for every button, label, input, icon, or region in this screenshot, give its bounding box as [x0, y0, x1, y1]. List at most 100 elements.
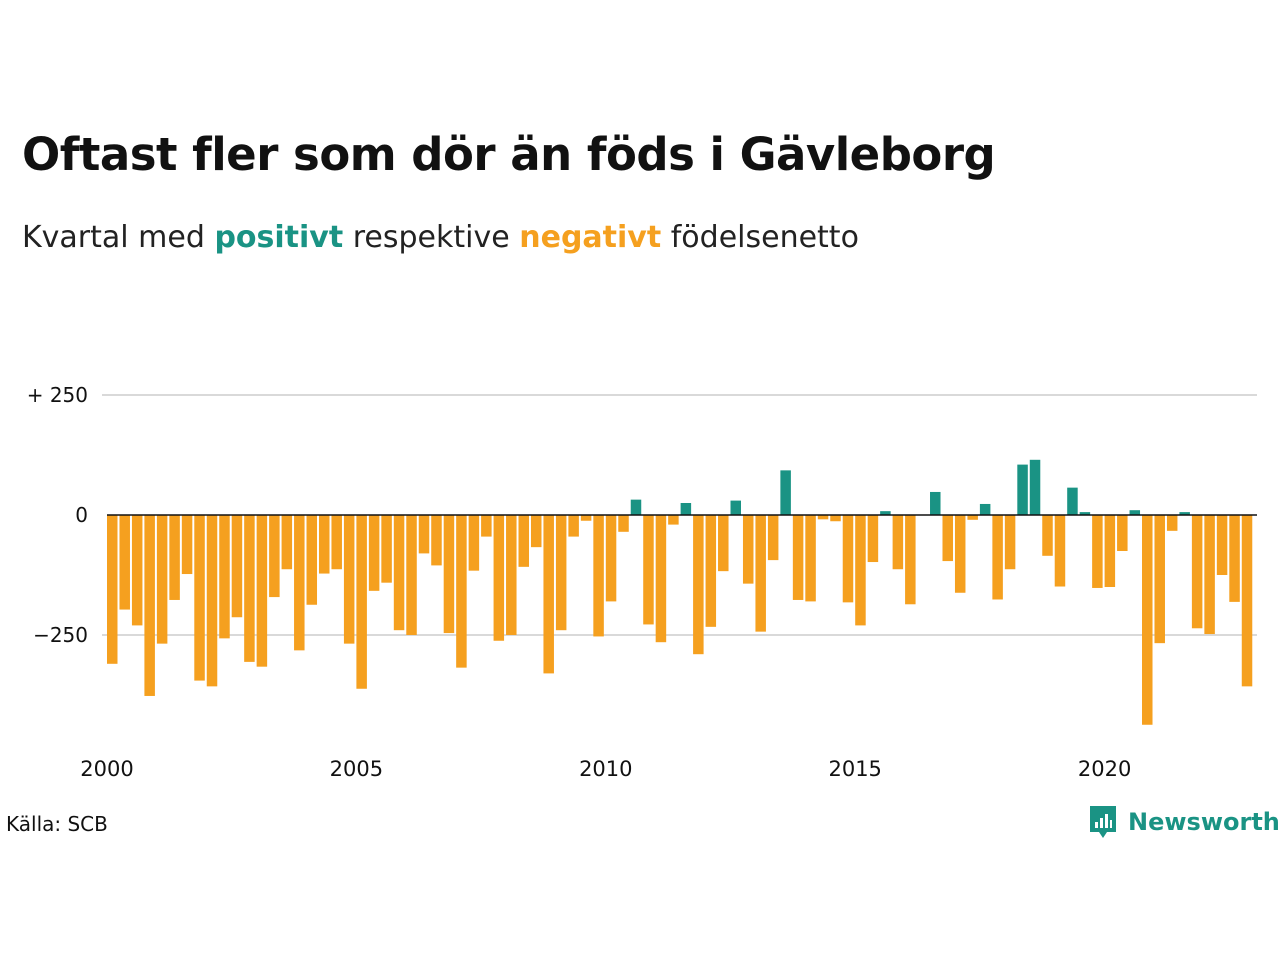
bar — [1004, 515, 1016, 570]
subtitle-negative-word: negativt — [519, 220, 662, 255]
x-tick-label: 2015 — [828, 757, 881, 781]
bar — [605, 515, 617, 602]
bar — [1241, 515, 1253, 687]
bar — [481, 515, 492, 537]
bars — [107, 459, 1253, 725]
source-note: Källa: SCB — [6, 812, 108, 836]
bar — [156, 515, 168, 644]
bar — [830, 515, 841, 522]
bar — [443, 515, 455, 634]
bar — [281, 515, 293, 570]
bar — [1079, 512, 1091, 515]
bar — [368, 515, 380, 591]
bar — [107, 515, 118, 664]
x-tick-label: 2005 — [330, 757, 383, 781]
bar — [630, 499, 642, 515]
bar — [119, 515, 130, 610]
bar — [1179, 512, 1190, 515]
bar — [905, 515, 916, 605]
bar — [144, 515, 155, 696]
bar — [543, 515, 554, 674]
bar — [555, 515, 567, 631]
bar — [668, 515, 679, 525]
bar — [767, 515, 779, 561]
bar — [817, 515, 829, 520]
bar — [1029, 459, 1041, 515]
bar — [742, 515, 754, 584]
bar — [1129, 510, 1141, 515]
bar — [1067, 487, 1078, 515]
bar — [1166, 515, 1178, 531]
bar — [892, 515, 904, 570]
bar — [181, 515, 193, 575]
subtitle-suffix: födelsenetto — [670, 220, 859, 255]
bar — [169, 515, 180, 600]
bar — [1017, 464, 1028, 515]
chart-title: Oftast fler som dör än föds i Gävleborg — [22, 128, 996, 181]
bar — [705, 515, 717, 627]
bar — [256, 515, 268, 667]
bar — [1042, 515, 1053, 556]
x-tick-label: 2000 — [80, 757, 133, 781]
x-tick-label: 2010 — [579, 757, 632, 781]
x-tick-label: 2020 — [1078, 757, 1131, 781]
bar — [269, 515, 280, 598]
bar — [718, 515, 729, 572]
bar — [1054, 515, 1066, 587]
bar — [343, 515, 355, 644]
bar — [792, 515, 804, 600]
bar-chart: + 250 0 −250 2000 2005 2010 2015 2020 — [27, 383, 1257, 781]
subtitle-positive-word: positivt — [214, 220, 344, 255]
bar — [418, 515, 430, 554]
bar — [655, 515, 667, 643]
bar — [880, 511, 891, 515]
y-tick-label: + 250 — [27, 383, 88, 407]
bar — [306, 515, 318, 605]
bar — [755, 515, 766, 632]
bar — [1216, 515, 1228, 575]
brand-logo[interactable]: Newsworthy — [1088, 802, 1280, 842]
bar — [244, 515, 255, 662]
bar — [805, 515, 816, 602]
bar — [867, 515, 879, 563]
bar — [294, 515, 305, 651]
bar — [979, 503, 991, 515]
bar — [1204, 515, 1215, 635]
bar — [1117, 515, 1128, 551]
bar — [1142, 515, 1153, 725]
y-tick-label: 0 — [75, 503, 88, 527]
bar — [468, 515, 480, 571]
brand-name: Newsworthy — [1128, 808, 1280, 836]
bar — [506, 515, 517, 635]
bar — [954, 515, 966, 593]
bar — [593, 515, 604, 637]
newsworthy-logo-icon — [1090, 806, 1116, 838]
bar — [855, 515, 866, 626]
bar — [406, 515, 417, 635]
y-tick-label: −250 — [33, 623, 88, 647]
bar — [206, 515, 218, 687]
subtitle-middle: respektive — [352, 220, 510, 255]
bar — [318, 515, 330, 574]
bar — [930, 491, 941, 515]
bar — [131, 515, 143, 626]
bar — [643, 515, 654, 625]
bar — [942, 515, 953, 562]
bar — [693, 515, 704, 655]
bar — [1092, 515, 1103, 588]
bar — [680, 503, 692, 515]
bar — [568, 515, 579, 537]
bar — [219, 515, 230, 639]
bar — [618, 515, 629, 532]
bar — [381, 515, 392, 583]
bar — [992, 515, 1003, 600]
bar — [580, 515, 592, 521]
axes: + 250 0 −250 2000 2005 2010 2015 2020 — [27, 383, 1257, 781]
bar — [1104, 515, 1116, 587]
bar — [194, 515, 205, 681]
bar — [493, 515, 505, 641]
bar — [431, 515, 442, 566]
chart-subtitle: Kvartal med positivt respektive negativt… — [22, 220, 859, 255]
bar — [1191, 515, 1203, 629]
bar — [842, 515, 854, 603]
